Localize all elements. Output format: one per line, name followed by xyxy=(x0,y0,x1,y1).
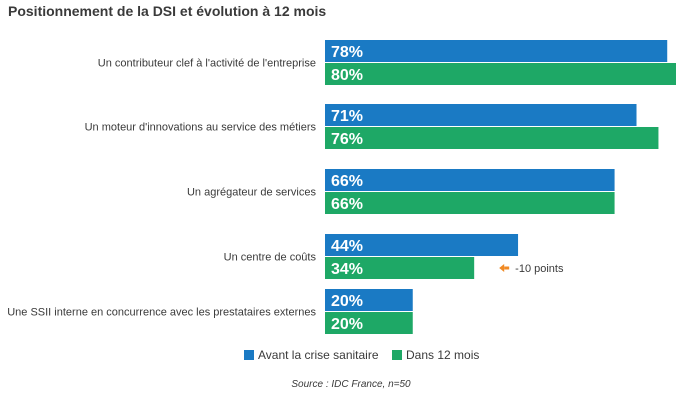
legend-swatch xyxy=(392,350,402,360)
data-label: 34% xyxy=(331,261,363,278)
annotation: -10 points xyxy=(499,263,564,275)
data-label: 71% xyxy=(331,108,363,125)
category-label: Un contributeur clef à l'activité de l'e… xyxy=(98,58,316,70)
category-label: Un centre de coûts xyxy=(224,252,317,264)
arrow-shaft xyxy=(504,266,510,270)
data-label: 20% xyxy=(331,316,363,333)
arrow-left-icon xyxy=(499,264,505,272)
bar-avant-la-crise xyxy=(325,104,637,126)
bar-avant-la-crise xyxy=(325,40,668,62)
category-labels: Un contributeur clef à l'activité de l'e… xyxy=(7,58,316,319)
legend-label: Dans 12 mois xyxy=(406,348,479,362)
legend: Avant la crise sanitaire Dans 12 mois xyxy=(244,348,479,362)
bar-dans-12-mois xyxy=(325,312,413,334)
source-note: Source : IDC France, n=50 xyxy=(291,379,411,390)
bars xyxy=(325,40,676,334)
data-label: 66% xyxy=(331,173,363,190)
bar-dans-12-mois xyxy=(325,63,676,85)
data-label: 76% xyxy=(331,131,363,148)
bar-avant-la-crise xyxy=(325,169,615,191)
category-label: Une SSII interne en concurrence avec les… xyxy=(7,307,316,319)
bar-avant-la-crise xyxy=(325,289,413,311)
bar-dans-12-mois xyxy=(325,192,615,214)
legend-swatch xyxy=(244,350,254,360)
data-label: 66% xyxy=(331,196,363,213)
annotation-label: -10 points xyxy=(515,263,564,275)
category-label: Un agrégateur de services xyxy=(187,187,317,199)
legend-label: Avant la crise sanitaire xyxy=(258,348,379,362)
category-label: Un moteur d'innovations au service des m… xyxy=(85,122,317,134)
data-label: 44% xyxy=(331,238,363,255)
data-label: 80% xyxy=(331,67,363,84)
bar-dans-12-mois xyxy=(325,127,659,149)
data-label: 78% xyxy=(331,44,363,61)
chart-title: Positionnement de la DSI et évolution à … xyxy=(8,3,326,19)
bar-avant-la-crise xyxy=(325,234,519,256)
data-labels: 78% 80% 71% 76% 66% 66% 44% 34% 20% 20% xyxy=(331,44,363,333)
data-label: 20% xyxy=(331,293,363,310)
bar-dans-12-mois xyxy=(325,257,475,279)
